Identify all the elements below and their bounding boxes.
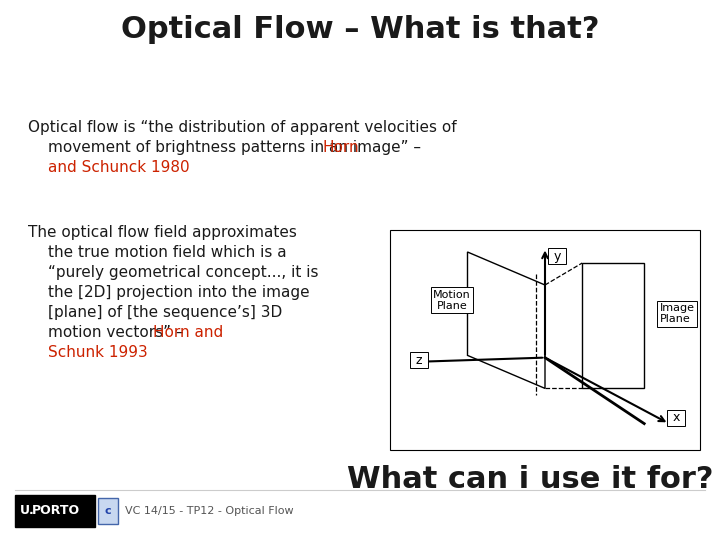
Text: the true motion field which is a: the true motion field which is a: [48, 245, 287, 260]
Polygon shape: [467, 252, 545, 388]
Text: z: z: [415, 354, 422, 367]
Text: Horn and: Horn and: [153, 325, 223, 340]
Text: Motion
Plane: Motion Plane: [433, 289, 471, 311]
Text: Optical flow is “the distribution of apparent velocities of: Optical flow is “the distribution of app…: [28, 120, 456, 135]
Text: U.: U.: [20, 504, 35, 517]
Polygon shape: [582, 263, 644, 388]
Text: What can i use it for?: What can i use it for?: [347, 465, 714, 494]
Text: the [2D] projection into the image: the [2D] projection into the image: [48, 285, 310, 300]
Text: y: y: [553, 250, 561, 263]
Text: VC 14/15 - TP12 - Optical Flow: VC 14/15 - TP12 - Optical Flow: [125, 506, 294, 516]
Text: x: x: [672, 411, 680, 424]
Text: and Schunck 1980: and Schunck 1980: [48, 160, 189, 175]
Text: Optical Flow – What is that?: Optical Flow – What is that?: [121, 15, 599, 44]
Text: c: c: [104, 506, 112, 516]
Bar: [410, 352, 428, 368]
Bar: [15, 495, 95, 527]
Text: Image
Plane: Image Plane: [660, 303, 695, 325]
Bar: [548, 248, 566, 264]
Bar: [390, 230, 700, 450]
Bar: [98, 498, 118, 524]
Text: PORTO: PORTO: [32, 504, 80, 517]
Text: motion vectors” –: motion vectors” –: [48, 325, 189, 340]
Text: Horn: Horn: [323, 140, 359, 155]
Text: “purely geometrical concept..., it is: “purely geometrical concept..., it is: [48, 265, 318, 280]
Text: The optical flow field approximates: The optical flow field approximates: [28, 225, 297, 240]
Text: Schunk 1993: Schunk 1993: [48, 345, 148, 360]
Bar: [667, 410, 685, 426]
Text: [plane] of [the sequence’s] 3D: [plane] of [the sequence’s] 3D: [48, 305, 282, 320]
Text: movement of brightness patterns in an image” –: movement of brightness patterns in an im…: [48, 140, 426, 155]
